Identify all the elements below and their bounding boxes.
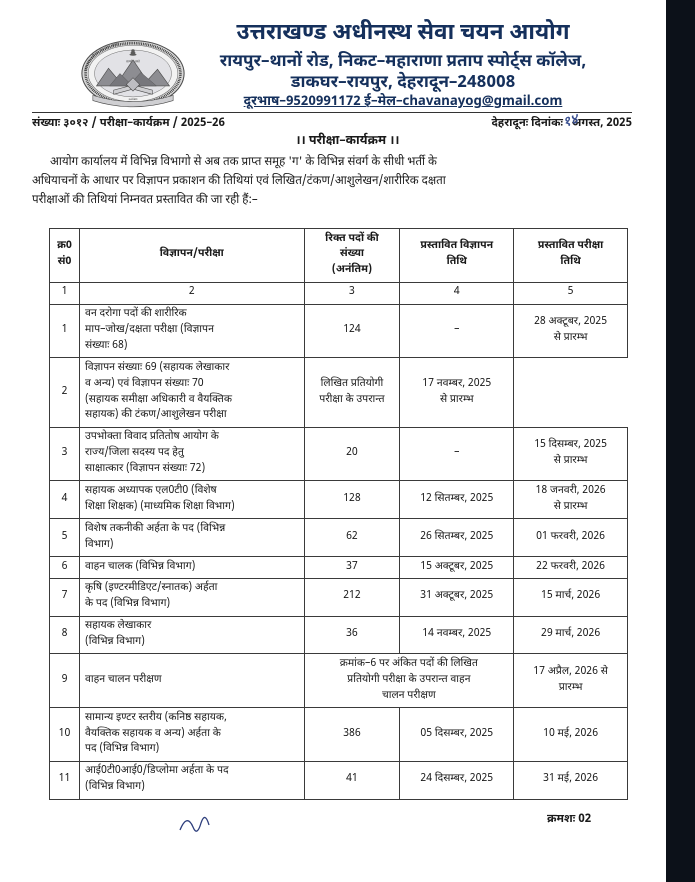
svg-text:उत्तराखण्ड: उत्तराखण्ड [129, 98, 139, 101]
